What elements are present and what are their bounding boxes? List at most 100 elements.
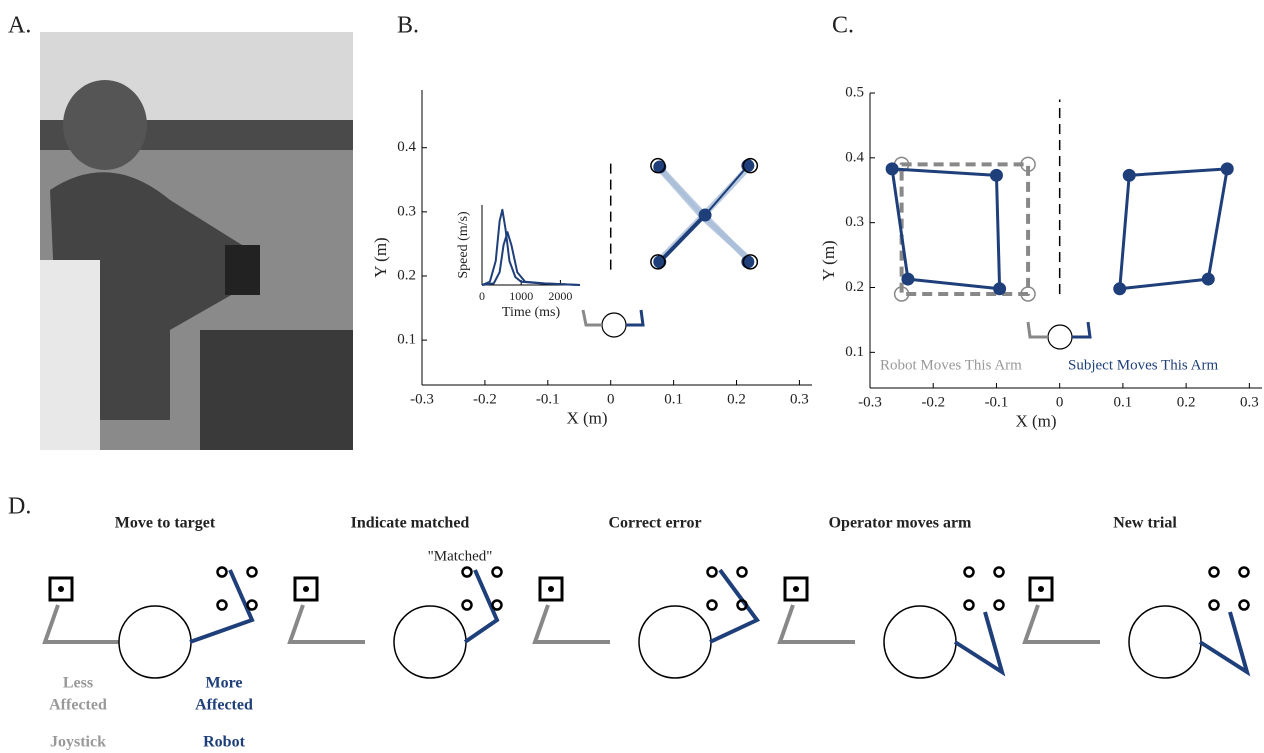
point (742, 254, 759, 270)
point (893, 286, 910, 302)
y-tick-label: 0.1 (845, 344, 864, 360)
y-tick-label: 0.4 (397, 139, 416, 155)
x-tick-label: 2000 (548, 289, 572, 303)
x-axis-label: X (m) (566, 408, 607, 427)
body (638, 605, 712, 679)
left-label: Less (63, 675, 93, 692)
panel-label: A. (8, 13, 31, 39)
y-tick-label: 0.3 (845, 214, 864, 230)
x-tick-label: 0.3 (790, 391, 809, 407)
target (963, 599, 975, 611)
more-affected-arm (189, 569, 255, 644)
point (1201, 272, 1215, 286)
point (901, 272, 915, 286)
more-affected-arm (709, 568, 761, 644)
target-box (538, 576, 564, 602)
series-line (1118, 167, 1229, 291)
annotation: Subject Moves This Arm (1068, 357, 1218, 373)
x-tick-label: -0.2 (921, 394, 945, 410)
point (1113, 282, 1127, 296)
x-tick-label: -0.3 (858, 394, 882, 410)
series-line (704, 165, 749, 216)
target (736, 599, 748, 611)
panel-label: D. (8, 494, 31, 520)
y-tick-label: 0.3 (397, 203, 416, 219)
less-affected-arm (777, 604, 855, 644)
more-affected-arm (953, 611, 1006, 677)
y-tick-label: 0.2 (845, 279, 864, 295)
target (736, 566, 748, 578)
series-line (890, 167, 1002, 291)
cursor (58, 586, 64, 592)
point (989, 168, 1003, 182)
x-tick-label: -0.1 (985, 394, 1009, 410)
cursor (303, 586, 309, 592)
target (706, 599, 718, 611)
more-affected-arm (1198, 611, 1251, 677)
point (650, 254, 666, 270)
series-line (481, 231, 581, 286)
target-box (783, 576, 809, 602)
target-box (293, 576, 319, 602)
point (1020, 156, 1036, 173)
y-tick-label: 0.5 (845, 84, 864, 100)
series-line (658, 213, 707, 264)
body (118, 605, 192, 679)
target (246, 599, 258, 611)
target (1238, 599, 1250, 611)
step-title: Indicate matched (351, 515, 470, 532)
cursor (1038, 586, 1044, 592)
target-box (1028, 576, 1054, 602)
x-tick-label: 0.2 (1177, 394, 1196, 410)
step-title: Move to target (115, 515, 216, 532)
body (1128, 605, 1202, 679)
target-box (48, 576, 74, 602)
body (883, 605, 957, 679)
less-affected-arm (1022, 604, 1100, 644)
point (1220, 162, 1234, 176)
point (1020, 286, 1036, 302)
point (993, 282, 1007, 296)
x-tick-label: 0 (479, 289, 485, 303)
x-tick-label: 0.2 (727, 391, 746, 407)
x-tick-label: 1000 (509, 289, 533, 303)
cursor (548, 586, 554, 592)
target (491, 599, 503, 611)
point (698, 208, 712, 222)
annotation: Robot Moves This Arm (880, 357, 1022, 373)
target (216, 599, 228, 611)
series-line (481, 208, 581, 286)
y-tick-label: 0.1 (397, 332, 416, 348)
target (1208, 566, 1220, 578)
y-axis-label: Y (m) (819, 240, 838, 280)
x-tick-label: 0 (607, 391, 615, 407)
left-label: Affected (49, 697, 107, 714)
panel-label: B. (397, 13, 419, 39)
target (993, 566, 1005, 578)
right-label: Affected (195, 697, 253, 714)
series-line (899, 162, 1031, 296)
target (706, 566, 718, 578)
step-title: New trial (1113, 515, 1177, 532)
y-tick-label: 0.4 (845, 149, 864, 165)
target (461, 599, 473, 611)
less-affected-arm (42, 604, 120, 644)
step-title: Correct error (608, 515, 701, 532)
point (742, 157, 759, 174)
photo (40, 32, 353, 450)
y-axis-label: Y (m) (371, 237, 390, 277)
target (993, 599, 1005, 611)
target (461, 566, 473, 578)
less-affected-arm (532, 604, 610, 644)
less-affected-arm (287, 604, 365, 644)
panel-label: C. (832, 13, 854, 39)
cursor (793, 586, 799, 592)
x-tick-label: 0 (1056, 394, 1064, 410)
target (963, 566, 975, 578)
point (650, 157, 666, 174)
point (1122, 168, 1136, 182)
more-affected-arm (463, 569, 500, 644)
x-tick-label: 0.1 (1114, 394, 1133, 410)
x-tick-label: 0.3 (1240, 394, 1259, 410)
